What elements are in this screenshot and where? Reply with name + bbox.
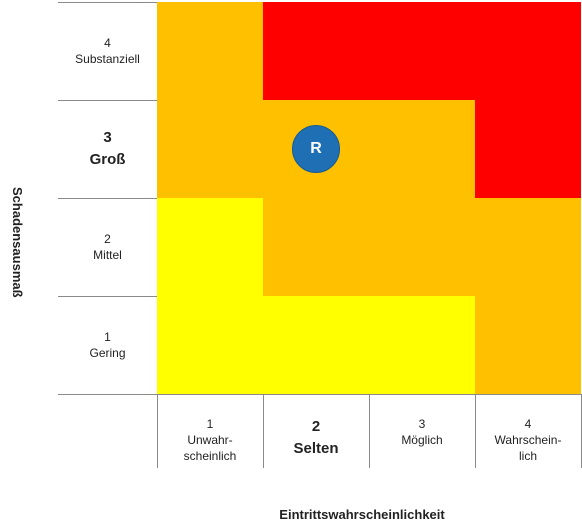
row-label-number: 4	[104, 36, 111, 50]
column-label-number: 2	[311, 418, 321, 435]
row-label: 3 Groß	[58, 100, 157, 198]
grid-line	[58, 2, 157, 3]
grid-line	[58, 100, 157, 101]
matrix-cell	[369, 296, 475, 394]
column-label-text: Unwahr- scheinlich	[183, 433, 237, 463]
column-label: 2 Selten	[263, 394, 369, 468]
risk-marker: R	[292, 125, 340, 173]
matrix-cell	[369, 198, 475, 296]
grid-line	[58, 296, 157, 297]
risk-marker-label: R	[310, 140, 322, 157]
row-label-text: Groß	[89, 151, 126, 168]
row-label: 2 Mittel	[58, 198, 157, 296]
matrix-cell	[369, 100, 475, 198]
column-label-number: 3	[418, 417, 426, 431]
grid-line	[157, 394, 158, 468]
column-label: 1 Unwahr- scheinlich	[157, 394, 263, 468]
grid-line	[369, 394, 370, 468]
matrix-cell	[475, 2, 581, 100]
row-label: 4 Substanziell	[58, 2, 157, 100]
row-label-text: Gering	[89, 346, 126, 360]
matrix-cell	[157, 296, 263, 394]
grid-line	[58, 198, 157, 199]
matrix-cell	[475, 296, 581, 394]
column-label-text: Selten	[293, 440, 339, 457]
row-label: 1 Gering	[58, 296, 157, 394]
x-axis-label: Eintrittswahrscheinlichkeit	[279, 507, 445, 522]
column-label: 3 Möglich	[369, 394, 475, 468]
matrix-cell	[475, 198, 581, 296]
grid-line	[157, 2, 158, 394]
row-label-text: Mittel	[93, 248, 122, 262]
matrix-cell	[157, 198, 263, 296]
matrix-cell	[369, 2, 475, 100]
row-label-number: 2	[104, 232, 111, 246]
column-label-text: Wahrschein- lich	[494, 433, 562, 463]
column-label-text: Möglich	[401, 433, 443, 447]
matrix-cell	[475, 100, 581, 198]
row-label-text: Substanziell	[75, 52, 140, 66]
column-label: 4 Wahrschein- lich	[475, 394, 581, 468]
column-label-number: 1	[206, 417, 214, 431]
grid-line	[475, 394, 476, 468]
row-label-number: 1	[104, 330, 111, 344]
matrix-cell	[263, 198, 369, 296]
matrix-cell	[157, 100, 263, 198]
matrix-cell	[263, 2, 369, 100]
risk-matrix: 4 Substanziell 3 Groß 2 Mittel 1 Gering 1 Unwahr-…	[58, 2, 582, 468]
matrix-cell	[157, 2, 263, 100]
y-axis-label: Schadensausmaß	[10, 187, 25, 298]
grid-line	[263, 394, 264, 468]
column-label-number: 4	[524, 417, 532, 431]
grid-line	[58, 394, 581, 395]
row-label-number: 3	[103, 129, 112, 146]
matrix-cell	[263, 296, 369, 394]
